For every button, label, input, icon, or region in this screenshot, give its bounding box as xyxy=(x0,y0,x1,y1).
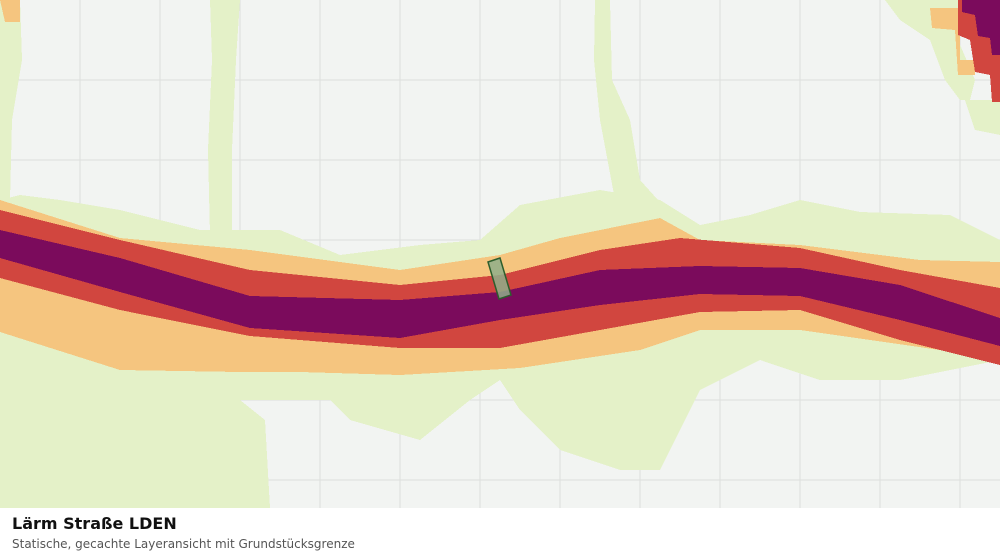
noise-zone-very-high xyxy=(0,230,1000,346)
map-subtitle: Statische, gecachte Layeransicht mit Gru… xyxy=(12,537,355,551)
caption: Lärm Straße LDEN Statische, gecachte Lay… xyxy=(0,508,1000,560)
noise-zone-very-high xyxy=(962,0,1000,55)
noise-zone-medium xyxy=(930,8,975,75)
parcel-boundary[interactable] xyxy=(487,257,512,300)
noise-zone-medium xyxy=(0,0,20,22)
map xyxy=(0,0,1000,508)
map-title: Lärm Straße LDEN xyxy=(12,514,177,533)
